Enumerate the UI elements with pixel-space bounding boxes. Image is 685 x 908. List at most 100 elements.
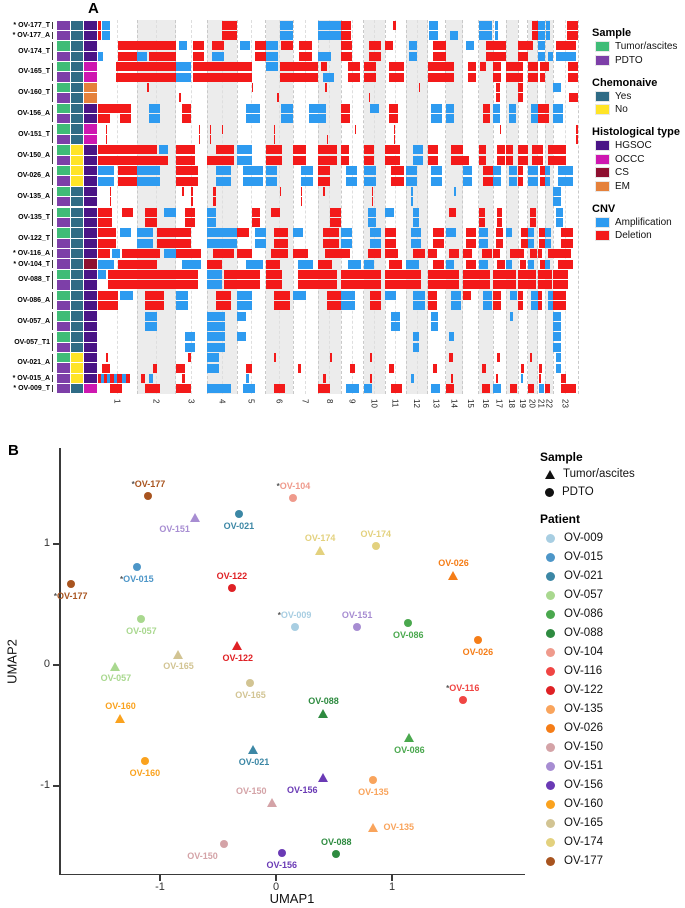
chr-label-4: 4 (217, 399, 227, 404)
cnv-segment (175, 176, 198, 186)
cnv-segment (265, 62, 279, 72)
cnv-segment (478, 207, 485, 217)
row-label-bracket (52, 229, 53, 248)
cnv-segment (341, 41, 353, 51)
cnv-segment (518, 145, 528, 155)
chr-label-15: 15 (465, 399, 475, 408)
annotation-chemonaive-cell (70, 217, 83, 228)
cnv-segment (137, 62, 176, 72)
cnv-segment (137, 259, 157, 269)
cnv-segment (529, 249, 537, 259)
cnv-segment (109, 197, 112, 207)
chr-label-14: 14 (449, 399, 459, 408)
cnv-segment (207, 207, 217, 217)
umap-point-OV-057-tumor (110, 661, 121, 671)
legend-item-label: HGSOC (615, 140, 652, 151)
cnv-segment (111, 249, 120, 259)
cnv-segment (119, 114, 132, 124)
cnv-segment (178, 93, 181, 103)
cnv-segment (518, 280, 528, 290)
cnv-segment (412, 332, 420, 342)
umap-point-OV-177-pdto (66, 579, 75, 588)
legend-color-swatch (595, 230, 610, 241)
cnv-segment (329, 353, 332, 363)
row-label-OV-116_A: * OV-116_A (13, 250, 50, 258)
legend-color-swatch (595, 54, 610, 66)
cnv-segment (433, 238, 444, 248)
legend-a-item-em: EM (595, 180, 630, 192)
row-label-OV-177_A: * OV-177_A (12, 32, 50, 40)
legend-item-label: PDTO (615, 54, 643, 66)
legend-color-swatch (595, 90, 610, 102)
cnv-segment (558, 259, 574, 269)
row-label-bracket (52, 291, 53, 310)
cnv-segment (293, 145, 306, 155)
patient-color-dot-icon (546, 799, 555, 809)
annotation-histology-cell (84, 82, 97, 93)
cnv-segment (318, 270, 337, 280)
cnv-segment (327, 290, 342, 300)
cnv-segment (521, 373, 524, 383)
umap-x-tick-mark (391, 875, 393, 881)
annotation-chemonaive-cell (70, 384, 83, 394)
chr-centromere-line (221, 20, 223, 394)
cnv-segment (555, 363, 561, 373)
legend-b-patient-OV-088: OV-088 (546, 627, 603, 639)
cnv-segment (493, 384, 501, 394)
cnv-segment (341, 228, 353, 238)
cnv-segment (318, 155, 337, 165)
legend-a-item-pdto: PDTO (595, 54, 643, 66)
umap-point-OV-177-pdto (144, 491, 153, 500)
chr-boundary-line (340, 20, 342, 394)
cnv-segment (137, 72, 176, 82)
cnv-segment (245, 373, 249, 383)
cnv-segment (445, 270, 460, 280)
patient-color-dot-icon (546, 723, 555, 733)
cnv-segment (495, 373, 499, 383)
cnv-segment (462, 249, 473, 259)
legend-item-label: OV-086 (564, 608, 603, 620)
cnv-segment (527, 238, 534, 248)
triangle-icon (545, 469, 555, 479)
cnv-segment (175, 290, 189, 300)
cnv-heatmap (98, 20, 579, 394)
umap-x-tick-label: 1 (388, 881, 396, 893)
cnv-segment (493, 166, 501, 176)
cnv-segment (495, 228, 504, 238)
cnv-segment (237, 270, 261, 280)
umap-point-OV-088-tumor (318, 708, 329, 718)
cnv-segment (274, 124, 276, 134)
cnv-segment (506, 280, 516, 290)
cnv-segment (495, 238, 504, 248)
cnv-segment (389, 72, 405, 82)
cnv-segment (115, 62, 138, 72)
cnv-segment (431, 311, 439, 321)
cnv-segment (445, 72, 455, 82)
annotation-chemonaive-cell (70, 342, 83, 352)
umap-point-label-OV-057: OV-057 (100, 673, 132, 684)
chr-boundary-line (292, 20, 294, 394)
annotation-chemonaive-cell (70, 82, 83, 93)
legend-item-label: OV-160 (564, 798, 603, 810)
annotation-sample-cell (57, 41, 70, 51)
cnv-segment (431, 384, 441, 394)
cnv-segment (467, 72, 476, 82)
cnv-segment (553, 186, 561, 196)
patient-color-dot-icon (546, 647, 555, 657)
legend-item-label: Amplification (615, 216, 672, 228)
cnv-segment (222, 20, 238, 30)
legend-b-patient-OV-160: OV-160 (546, 798, 603, 810)
cnv-segment (392, 20, 396, 30)
umap-point-OV-015-pdto (132, 562, 141, 571)
cnv-segment (164, 207, 176, 217)
annotation-sample-cell (57, 20, 70, 30)
cnv-segment (445, 384, 455, 394)
cnv-segment (178, 41, 187, 51)
cnv-segment (309, 114, 319, 124)
annotation-histology-cell (84, 228, 97, 238)
cnv-segment (182, 103, 192, 113)
annotation-chemonaive-cell (70, 155, 83, 165)
cnv-segment (499, 124, 501, 134)
cnv-segment (198, 124, 201, 134)
legend-item-label: Tumor/ascites (563, 468, 635, 480)
